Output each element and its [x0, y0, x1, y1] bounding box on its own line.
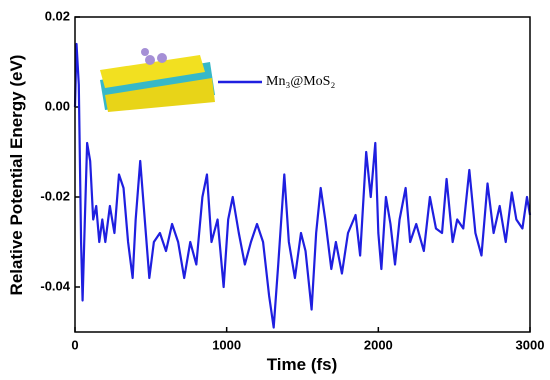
x-axis-title: Time (fs)	[267, 355, 338, 374]
legend-label: Mn₃@MoS₂	[266, 74, 335, 89]
y-tick-label: -0.02	[40, 188, 70, 203]
y-tick-label: 0.02	[45, 8, 70, 23]
data-line	[73, 42, 532, 329]
y-axis-title: Relative Potential Energy (eV)	[7, 55, 26, 296]
y-tick-label: -0.04	[40, 278, 70, 293]
x-tick-label: 2000	[364, 337, 393, 352]
y-tick-label: 0.00	[45, 98, 70, 113]
x-tick-label: 3000	[516, 337, 545, 352]
molecule-icon	[100, 48, 215, 112]
x-tick-label: 0	[71, 337, 78, 352]
plot-frame	[74, 16, 531, 333]
x-tick-label: 1000	[212, 337, 241, 352]
